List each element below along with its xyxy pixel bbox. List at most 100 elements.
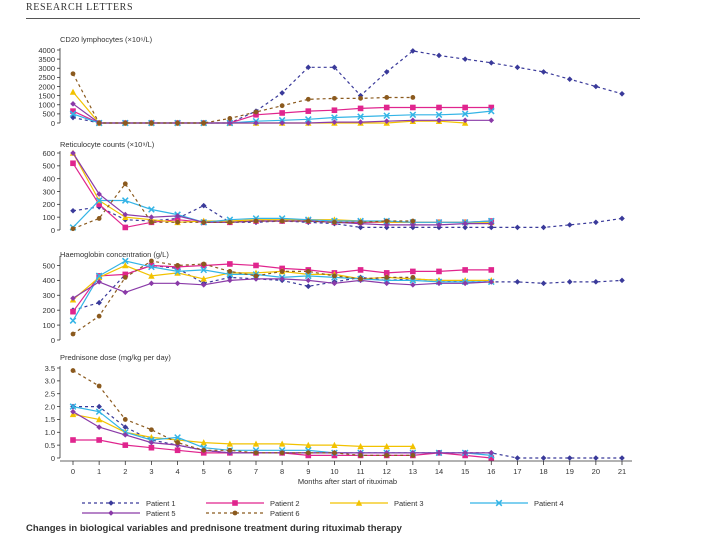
series-line-patient-1-hb — [72, 264, 623, 311]
data-point-patient-1 — [462, 56, 468, 62]
data-point-patient-3 — [200, 275, 207, 282]
y-tick-label-retic: 100 — [42, 213, 55, 222]
data-point-patient-6 — [175, 440, 180, 445]
data-point-patient-1 — [514, 224, 521, 231]
data-point-patient-6 — [149, 120, 154, 126]
y-tick-label-pred: 0.5 — [45, 441, 55, 450]
data-point-patient-2 — [70, 437, 76, 443]
data-point-patient-5 — [488, 450, 495, 456]
data-point-patient-2 — [122, 271, 129, 278]
data-point-patient-2 — [462, 267, 468, 273]
series-line-patient-1-retic — [72, 204, 623, 228]
data-point-patient-1 — [566, 76, 573, 82]
data-point-patient-6 — [175, 120, 180, 126]
data-point-patient-2 — [488, 104, 495, 111]
y-tick-label-cd20: 1000 — [38, 101, 55, 110]
data-point-patient-2 — [279, 110, 285, 116]
data-point-patient-5 — [305, 277, 312, 284]
data-point-patient-1 — [70, 207, 76, 214]
data-point-patient-5 — [462, 220, 468, 227]
y-tick-label-hb: 200 — [42, 306, 55, 315]
data-point-patient-1 — [540, 69, 547, 75]
data-point-patient-6 — [332, 273, 337, 279]
data-point-patient-6 — [96, 120, 102, 126]
panel-title-retic: Reticulocyte counts (×10⁹/L) — [60, 140, 155, 149]
x-axis-label: Months after start of rituximab — [298, 477, 397, 486]
data-point-patient-5 — [436, 117, 442, 124]
data-point-patient-2 — [70, 108, 76, 114]
data-point-patient-5 — [227, 277, 233, 284]
data-point-patient-6 — [122, 274, 128, 280]
data-point-patient-6 — [70, 226, 76, 232]
data-point-patient-5 — [148, 214, 155, 220]
data-point-patient-6 — [332, 95, 337, 101]
y-tick-label-pred: 1.0 — [45, 428, 55, 437]
data-point-patient-6 — [384, 453, 390, 458]
data-point-patient-6 — [384, 95, 390, 100]
data-point-patient-5 — [410, 117, 416, 124]
data-point-patient-5 — [410, 222, 416, 228]
data-point-patient-6 — [253, 109, 259, 115]
y-tick-label-retic: 0 — [51, 226, 55, 235]
data-point-patient-6 — [70, 368, 76, 373]
data-point-patient-6 — [149, 219, 154, 225]
x-tick-label: 6 — [228, 467, 232, 476]
data-point-patient-5 — [122, 289, 129, 296]
data-point-patient-6 — [122, 181, 128, 187]
data-point-patient-5 — [331, 119, 338, 125]
x-tick-label: 17 — [513, 467, 521, 476]
data-point-patient-6 — [149, 258, 154, 264]
data-point-patient-5 — [253, 120, 259, 126]
data-point-patient-5 — [357, 119, 364, 125]
data-point-patient-2 — [436, 104, 442, 111]
x-tick-label: 14 — [435, 467, 443, 476]
data-point-patient-5 — [383, 222, 390, 228]
data-point-patient-6 — [96, 216, 102, 221]
data-point-patient-4 — [69, 403, 77, 410]
y-tick-label-cd20: 3000 — [38, 64, 55, 73]
data-point-patient-6 — [305, 269, 311, 274]
data-point-patient-6 — [227, 269, 233, 274]
data-point-patient-5 — [410, 282, 416, 288]
data-point-patient-6 — [358, 453, 363, 458]
data-point-patient-5 — [200, 282, 207, 288]
data-point-patient-1 — [279, 90, 285, 96]
data-point-patient-1 — [593, 83, 599, 90]
data-point-patient-6 — [70, 71, 76, 77]
data-point-patient-4 — [148, 263, 155, 271]
data-point-patient-5 — [122, 211, 129, 218]
data-point-patient-1 — [462, 224, 468, 231]
section-header: RESEARCH LETTERS — [26, 2, 134, 13]
data-point-patient-6 — [253, 218, 259, 224]
data-point-patient-2 — [122, 442, 129, 448]
y-tick-label-hb: 300 — [42, 291, 55, 300]
data-point-patient-3 — [409, 443, 417, 450]
data-point-patient-2 — [383, 104, 390, 111]
x-tick-label: 3 — [149, 467, 153, 476]
figure-caption: Changes in biological variables and pred… — [26, 523, 402, 534]
data-point-patient-6 — [201, 261, 207, 267]
panel-title-hb: Haemoglobin concentration (g/L) — [60, 250, 169, 259]
data-point-patient-3 — [383, 443, 390, 450]
data-point-patient-6 — [279, 218, 285, 224]
data-point-patient-6 — [384, 274, 390, 280]
data-point-patient-4 — [95, 408, 103, 416]
panel-title-pred: Prednisone dose (mg/kg per day) — [60, 353, 171, 362]
data-point-patient-6 — [358, 276, 363, 282]
x-tick-label: 12 — [383, 467, 391, 476]
y-tick-label-pred: 3.0 — [45, 377, 55, 386]
data-point-patient-4 — [69, 110, 77, 118]
data-point-patient-4 — [95, 197, 103, 204]
data-point-patient-3 — [357, 443, 364, 450]
data-point-patient-6 — [384, 218, 390, 224]
x-tick-label: 8 — [280, 467, 284, 476]
series-line-patient-3-retic — [72, 152, 492, 223]
data-point-patient-3 — [331, 441, 338, 448]
data-point-patient-1 — [514, 64, 521, 71]
data-point-patient-6 — [227, 447, 233, 453]
data-point-patient-5 — [436, 280, 442, 287]
y-tick-label-pred: 3.5 — [45, 364, 55, 373]
data-point-patient-6 — [201, 219, 207, 225]
data-point-patient-5 — [462, 450, 468, 456]
data-point-patient-2 — [488, 455, 495, 461]
